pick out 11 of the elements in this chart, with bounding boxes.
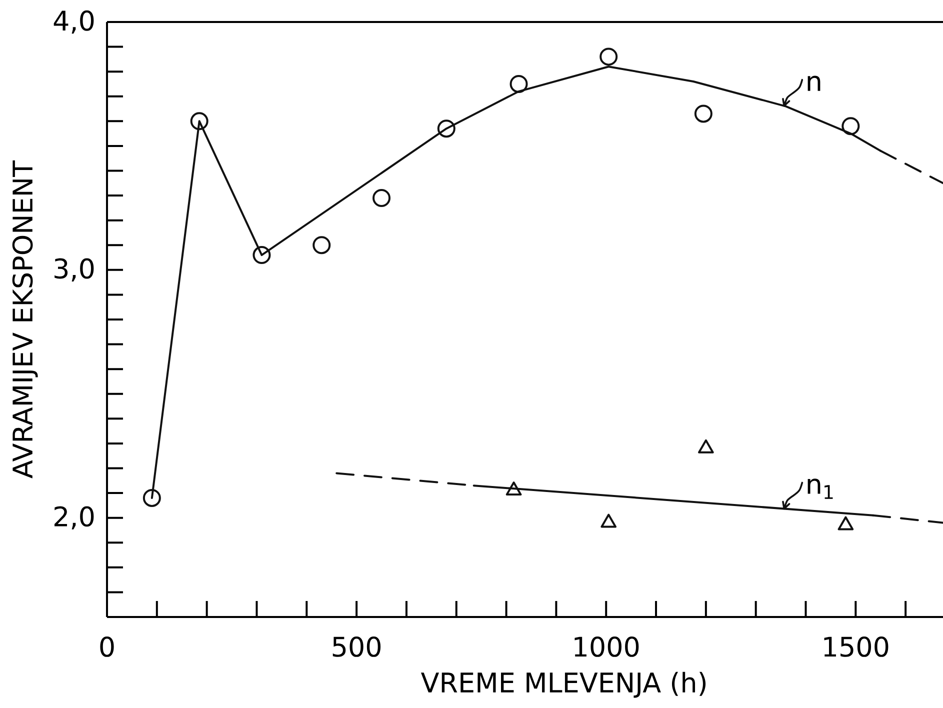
x-axis-title: VREME MLEVENJA (h) bbox=[420, 672, 706, 698]
y-tick-label: 4,0 bbox=[54, 10, 94, 34]
legend-label: n bbox=[808, 76, 820, 91]
y-tick-label: 3,0 bbox=[54, 258, 94, 282]
x-tick-label: 1000 bbox=[574, 636, 639, 657]
y-tick-label: 2,0 bbox=[54, 506, 94, 530]
x-tick-label: 500 bbox=[332, 636, 381, 657]
x-tick-label: 1500 bbox=[824, 636, 888, 657]
y-axis-title: AVRAMIJEV EKSPONENT bbox=[12, 160, 38, 478]
legend-label: n$_{1}$ bbox=[808, 478, 833, 499]
x-tick-label: 0 bbox=[100, 636, 114, 657]
